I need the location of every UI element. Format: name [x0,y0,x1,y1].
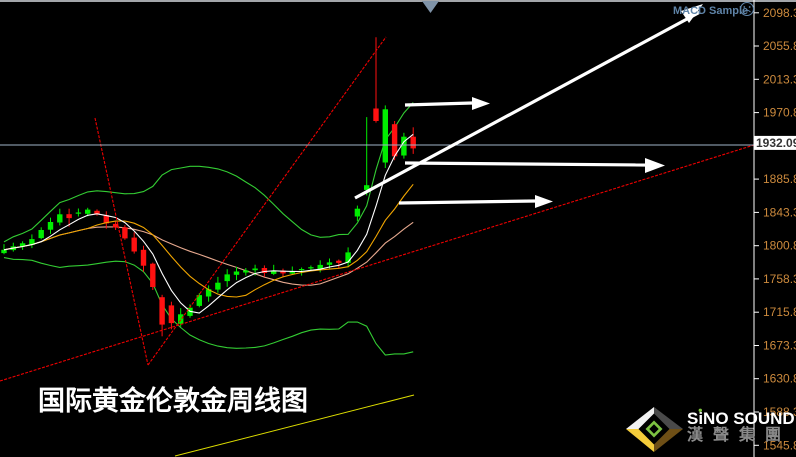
svg-text:1673.30: 1673.30 [763,339,796,353]
svg-text:漢聲集團: 漢聲集團 [687,425,791,444]
svg-text:2055.80: 2055.80 [763,39,796,53]
svg-text:1932.09: 1932.09 [756,136,796,150]
svg-text:1630.80: 1630.80 [763,372,796,386]
svg-text:1885.80: 1885.80 [763,172,796,186]
svg-text:2098.30: 2098.30 [763,6,796,20]
svg-text:2013.30: 2013.30 [763,72,796,86]
svg-text:SiNO SOUND: SiNO SOUND [687,409,795,428]
svg-text:1843.30: 1843.30 [763,205,796,219]
svg-text:1715.80: 1715.80 [763,305,796,319]
svg-text:国际黄金伦敦金周线图: 国际黄金伦敦金周线图 [38,385,308,416]
svg-text:1970.80: 1970.80 [763,106,796,120]
svg-text:1758.30: 1758.30 [763,272,796,286]
svg-text:MACD Sample: MACD Sample [673,5,748,17]
svg-text:1800.80: 1800.80 [763,239,796,253]
